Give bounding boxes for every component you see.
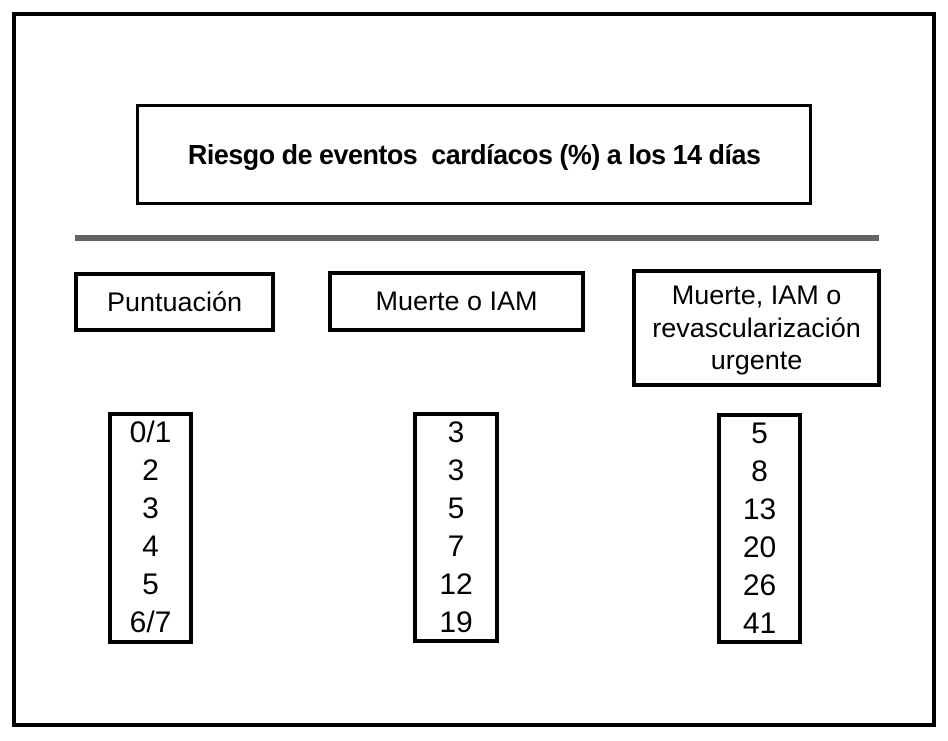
figure-outer-frame: Riesgo de eventos cardíacos (%) a los 14… [12,12,936,727]
header-puntuacion: Puntuación [74,272,275,332]
header-muerte-o-iam: Muerte o IAM [328,271,585,332]
header-muerte-iam-revascularizacion-label: Muerte, IAM o revascularización urgente [652,280,861,376]
data-cell: 41 [742,606,777,640]
data-cell: 7 [447,529,465,563]
header-puntuacion-label: Puntuación [106,286,243,317]
data-cell: 5 [751,416,768,450]
data-column-muerte-o-iam: 3 3 5 7 12 19 [413,412,499,643]
data-cell: 26 [742,568,777,602]
data-cell: 6/7 [129,606,172,639]
data-cell: 0/1 [129,416,172,449]
data-column-puntuacion: 0/1 2 3 4 5 6/7 [108,412,193,644]
data-column-muerte-iam-revascularizacion: 5 8 13 20 26 41 [717,413,802,644]
figure-title-box: Riesgo de eventos cardíacos (%) a los 14… [136,104,812,205]
data-cell: 3 [447,415,465,449]
data-cell: 2 [142,454,159,487]
data-cell: 3 [142,492,159,525]
data-cell: 13 [742,492,777,526]
header-muerte-o-iam-label: Muerte o IAM [375,286,538,317]
data-cell: 20 [742,530,777,564]
divider-rule [75,235,879,241]
header-muerte-iam-revascularizacion: Muerte, IAM o revascularización urgente [632,269,881,387]
data-cell: 5 [142,568,159,601]
data-cell: 12 [439,567,473,601]
data-cell: 19 [439,605,473,639]
data-cell: 8 [751,454,768,488]
data-cell: 4 [142,530,159,563]
data-cell: 5 [447,491,465,525]
data-cell: 3 [447,453,465,487]
figure-title: Riesgo de eventos cardíacos (%) a los 14… [187,138,761,170]
